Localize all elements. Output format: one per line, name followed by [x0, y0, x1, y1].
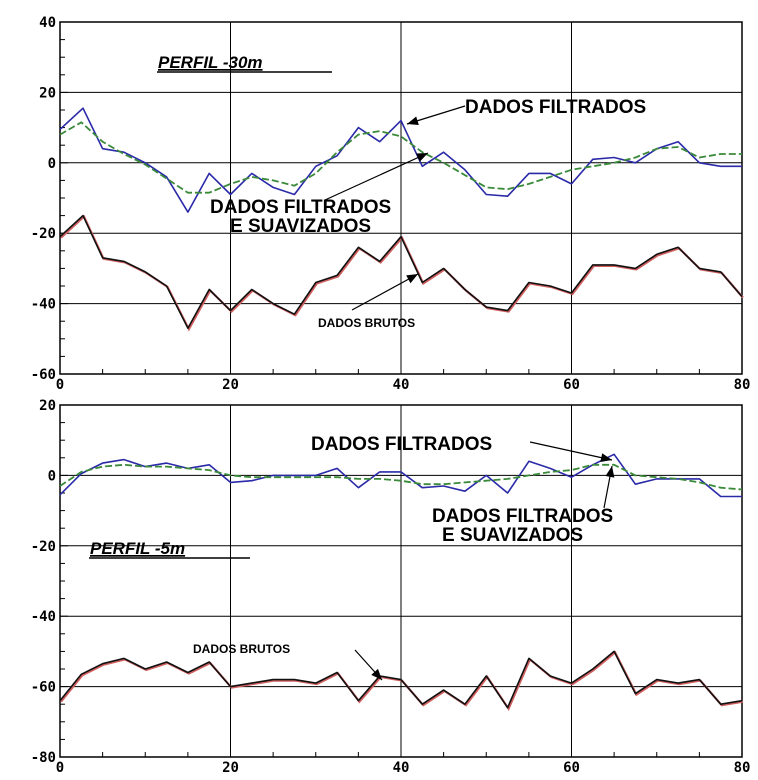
x-tick-label: 20: [222, 760, 239, 776]
y-tick-label: -20: [31, 539, 56, 555]
annotation-arrow: [529, 441, 613, 461]
series-line: [59, 650, 743, 709]
y-tick-label: -40: [31, 609, 56, 625]
panel-label: PERFIL -5m: [90, 539, 185, 558]
y-tick-label: 20: [39, 398, 56, 414]
annotation-label: DADOS FILTRADOS: [432, 506, 613, 527]
y-tick-label: -20: [31, 226, 56, 242]
annotation-arrowhead: [600, 453, 612, 463]
x-tick-label: 60: [563, 760, 580, 776]
x-tick-label: 40: [393, 760, 410, 776]
series-line: [59, 107, 742, 213]
annotation-arrowhead: [371, 668, 382, 680]
annotation-label: DADOS FILTRADOS: [210, 197, 391, 218]
x-tick-label: 60: [563, 377, 580, 393]
chart-panel-1: -60 -40 -20 0 20 40 0 20 40 60 80 PERFIL -30m DADOS …: [31, 15, 751, 393]
y-tick-label: 0: [48, 156, 56, 172]
series-line: [59, 121, 742, 194]
annotation-label: DADOS BRUTOS: [318, 316, 415, 330]
y-tick-label: 20: [39, 85, 56, 101]
annotation-label: E SUAVIZADOS: [230, 216, 371, 237]
annotation-arrow: [324, 152, 429, 201]
x-tick-label: 0: [56, 760, 64, 776]
y-tick-label: -60: [31, 367, 56, 383]
x-tick-label: 0: [56, 377, 64, 393]
x-tick-label: 80: [734, 377, 751, 393]
y-tick-label: 40: [39, 15, 56, 31]
x-tick-label: 40: [393, 377, 410, 393]
y-tick-label: -60: [31, 680, 56, 696]
annotation-label: E SUAVIZADOS: [442, 525, 583, 546]
series-line: [59, 453, 742, 498]
annotation-arrow: [351, 273, 419, 311]
panel-label: PERFIL -30m: [158, 53, 263, 72]
x-tick-label: 20: [222, 377, 239, 393]
y-tick-label: -80: [31, 750, 56, 766]
annotation-arrowhead: [407, 116, 419, 126]
chart-panel-2: -80 -60 -40 -20 0 20 0 20 40 60 80 PERFIL -5m DADOS …: [31, 398, 751, 776]
annotation-label: DADOS BRUTOS: [193, 642, 290, 656]
y-tick-label: 0: [48, 468, 56, 484]
annotation-label: DADOS FILTRADOS: [465, 97, 646, 118]
annotation-arrowhead: [406, 274, 418, 284]
annotation-arrowhead: [416, 153, 428, 162]
annotation-label: DADOS FILTRADOS: [311, 434, 492, 455]
x-tick-label: 80: [734, 760, 751, 776]
annotation-arrowhead: [605, 466, 615, 478]
y-tick-label: -40: [31, 297, 56, 313]
series-line: [59, 214, 743, 330]
